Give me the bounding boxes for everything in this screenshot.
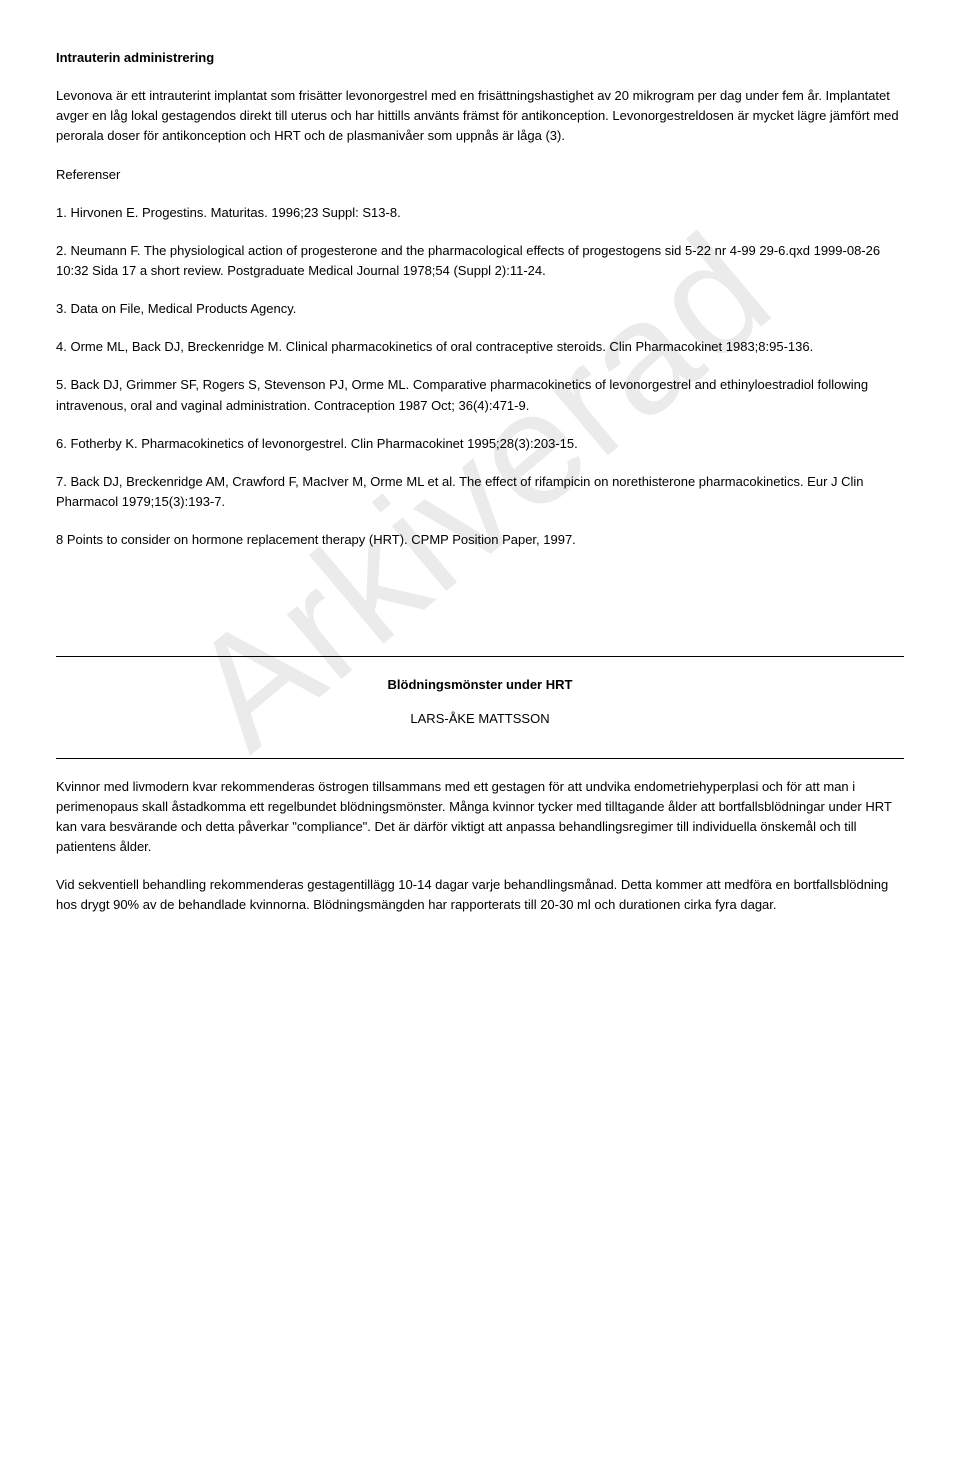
section-title: Blödningsmönster under HRT xyxy=(56,675,904,695)
paragraph: Kvinnor med livmodern kvar rekommenderas… xyxy=(56,777,904,858)
divider xyxy=(56,656,904,657)
document-content: Intrauterin administrering Levonova är e… xyxy=(56,48,904,915)
section-heading: Intrauterin administrering xyxy=(56,48,904,68)
spacer xyxy=(56,568,904,628)
section-author: LARS-ÅKE MATTSSON xyxy=(56,709,904,729)
reference-item: 1. Hirvonen E. Progestins. Maturitas. 19… xyxy=(56,203,904,223)
reference-item: 5. Back DJ, Grimmer SF, Rogers S, Steven… xyxy=(56,375,904,415)
divider xyxy=(56,758,904,759)
reference-item: 4. Orme ML, Back DJ, Breckenridge M. Cli… xyxy=(56,337,904,357)
reference-item: 7. Back DJ, Breckenridge AM, Crawford F,… xyxy=(56,472,904,512)
reference-item: 8 Points to consider on hormone replacem… xyxy=(56,530,904,550)
paragraph: Levonova är ett intrauterint implantat s… xyxy=(56,86,904,146)
reference-item: 3. Data on File, Medical Products Agency… xyxy=(56,299,904,319)
reference-item: 2. Neumann F. The physiological action o… xyxy=(56,241,904,281)
paragraph: Vid sekventiell behandling rekommenderas… xyxy=(56,875,904,915)
references-heading: Referenser xyxy=(56,165,904,185)
reference-item: 6. Fotherby K. Pharmacokinetics of levon… xyxy=(56,434,904,454)
